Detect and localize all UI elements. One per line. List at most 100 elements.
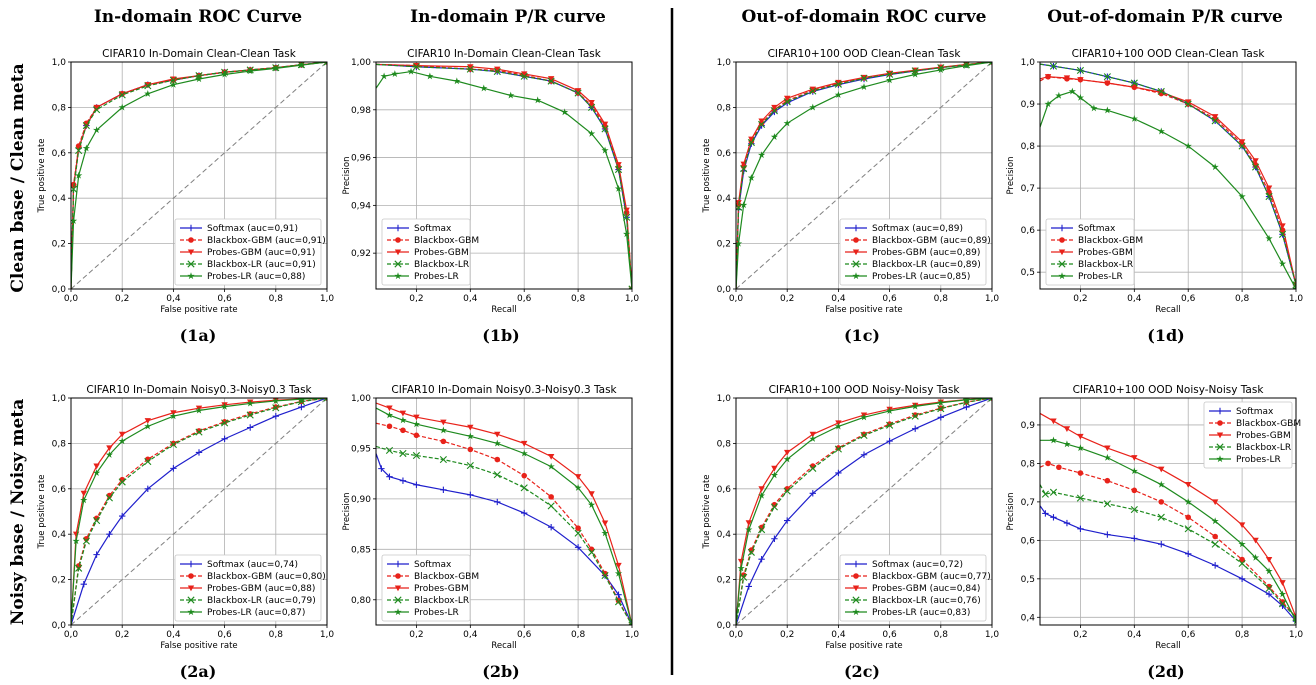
series-blackbox-lr	[376, 63, 632, 289]
y-tick-label: 0,85	[351, 545, 371, 555]
data-point	[1063, 426, 1071, 432]
x-axis-label: False positive rate	[160, 305, 237, 315]
legend-marker	[852, 585, 860, 592]
chart-2b: 0,2 0,4 0,6 0,8 1,0 0,80 0,85 0,90 0,95 1,00 CIFAR…	[342, 384, 639, 651]
data-point	[783, 487, 791, 495]
data-point	[1049, 62, 1058, 70]
x-tick-label: 0,8	[934, 294, 949, 304]
data-point	[246, 67, 254, 75]
data-point	[745, 525, 753, 533]
y-tick-label: 0,2	[52, 576, 66, 586]
y-tick-label: 0,92	[351, 249, 371, 259]
legend-entry: Blackbox-GBM (auc=0,91)	[207, 236, 326, 246]
y-tick-label: 0,4	[717, 530, 732, 540]
chart-title: CIFAR10+100 OOD Clean-Clean Task	[768, 48, 962, 60]
y-tick-label: 0,0	[717, 285, 732, 295]
data-point	[834, 422, 843, 430]
data-point	[93, 104, 100, 111]
data-point	[587, 129, 596, 137]
y-tick-label: 0,94	[351, 201, 371, 211]
legend-entry: Blackbox-LR (auc=0,89)	[872, 260, 981, 270]
legend-marker	[394, 272, 402, 280]
x-tick-label: 0,6	[217, 630, 232, 640]
data-point	[246, 411, 254, 419]
data-point	[1044, 74, 1052, 80]
data-point	[272, 412, 279, 420]
data-point	[92, 126, 101, 134]
legend-entry: Softmax	[1236, 407, 1274, 417]
data-point	[1158, 541, 1165, 548]
data-point	[615, 162, 622, 168]
data-point	[221, 435, 228, 443]
x-tick-label: 0,8	[1235, 294, 1250, 304]
data-point	[886, 421, 894, 429]
legend-marker	[188, 237, 194, 243]
legend-marker	[395, 573, 401, 579]
data-point	[770, 471, 779, 479]
y-axis-label: True positive rate	[702, 474, 712, 549]
legend-entry: Probes-LR	[414, 272, 459, 282]
data-point	[547, 502, 555, 510]
legend-marker	[1217, 420, 1223, 426]
data-point	[1238, 522, 1246, 529]
series-line-blackbox-lr	[71, 62, 327, 289]
data-point	[736, 239, 743, 247]
data-point	[988, 398, 992, 402]
legend-entry: Blackbox-LR (auc=0,79)	[207, 596, 316, 606]
data-point	[144, 418, 151, 424]
data-point	[547, 76, 555, 82]
data-point	[615, 562, 622, 569]
y-tick-label: 0,8	[717, 439, 732, 449]
y-tick-label: 1,0	[1021, 58, 1036, 68]
data-point	[737, 564, 745, 572]
data-point	[740, 573, 748, 581]
legend-entry: Probes-GBM	[414, 584, 469, 594]
data-point	[105, 494, 113, 502]
series-line-softmax	[376, 453, 632, 625]
data-point	[507, 91, 515, 99]
x-tick-label: 0,0	[64, 630, 79, 640]
data-point	[1103, 453, 1111, 461]
data-point	[169, 440, 177, 449]
data-point	[784, 449, 791, 456]
data-point	[1292, 617, 1296, 625]
legend-box	[174, 554, 322, 622]
data-point	[784, 517, 791, 524]
data-point	[399, 410, 407, 417]
data-point	[1077, 525, 1084, 533]
data-point	[547, 77, 555, 85]
data-point	[771, 104, 778, 111]
data-point	[93, 463, 100, 470]
series-blackbox-lr	[71, 398, 327, 625]
data-point	[1211, 562, 1219, 569]
data-point	[324, 398, 327, 402]
data-point	[1265, 185, 1273, 192]
legend-box	[839, 218, 987, 286]
data-point	[399, 477, 407, 484]
legend-marker	[1216, 407, 1224, 415]
y-tick-label: 0,95	[351, 444, 371, 454]
data-point	[440, 486, 447, 494]
y-tick-label: 0,4	[52, 194, 67, 204]
data-point	[466, 432, 474, 440]
chart-1a: 0,0 0,2 0,4 0,6 0,8 1,0 0,0 0,2 0,4 0,6 0,8 1,0 CIFA…	[37, 48, 334, 315]
data-point	[1104, 80, 1111, 87]
y-tick-label: 0,98	[351, 106, 371, 116]
x-tick-label: 0,6	[517, 294, 532, 304]
data-point	[106, 445, 113, 452]
data-point	[783, 119, 791, 127]
series-probes-lr	[376, 407, 632, 625]
legend-marker	[394, 249, 402, 256]
data-point	[399, 416, 407, 424]
data-point	[195, 449, 203, 456]
data-point	[1049, 436, 1058, 444]
data-point	[247, 424, 254, 431]
data-point	[480, 84, 488, 92]
data-point	[575, 525, 581, 531]
data-point	[601, 121, 609, 128]
data-point	[80, 496, 88, 504]
legend-entry: Probes-LR	[1078, 272, 1123, 282]
data-point	[246, 399, 254, 407]
data-point	[1131, 487, 1138, 494]
data-point	[1130, 467, 1138, 475]
